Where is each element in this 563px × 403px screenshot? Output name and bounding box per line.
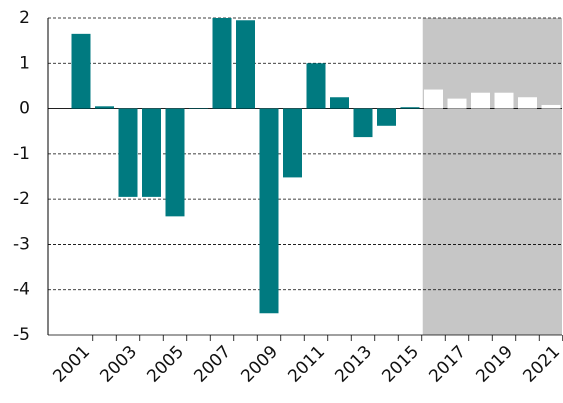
x-tick-label: 2013	[331, 342, 376, 387]
bar	[142, 108, 161, 197]
bar	[377, 108, 396, 126]
y-tick-label: -4	[13, 280, 30, 300]
bar	[471, 92, 490, 109]
bar	[71, 33, 91, 109]
bar	[330, 97, 349, 109]
x-tick-label: 2021	[519, 342, 563, 387]
x-tick-label: 2007	[190, 342, 235, 387]
bar	[212, 18, 232, 109]
x-tick-label: 2003	[96, 342, 141, 387]
bar	[541, 104, 561, 109]
bar	[424, 89, 443, 109]
bar	[518, 97, 537, 109]
bar	[353, 108, 373, 138]
y-tick-label: 2	[19, 8, 30, 28]
y-tick-label: -3	[13, 234, 30, 254]
y-tick-label: -1	[13, 144, 30, 164]
bar	[236, 20, 255, 109]
x-tick-label: 2009	[237, 342, 282, 387]
bar	[189, 108, 208, 109]
x-tick-label: 2017	[425, 342, 470, 387]
x-tick-label: 2005	[143, 342, 188, 387]
x-tick-label: 2019	[472, 342, 517, 387]
x-tick-label: 2001	[49, 342, 94, 387]
bar	[283, 108, 302, 178]
forecast-shade	[422, 18, 562, 335]
bar	[118, 108, 138, 197]
y-tick-label: 0	[19, 99, 30, 119]
bar	[306, 63, 326, 109]
x-tick-label: 2011	[284, 342, 329, 387]
y-tick-label: 1	[19, 53, 30, 73]
bar	[95, 106, 114, 109]
bar	[447, 98, 467, 109]
bar	[259, 108, 279, 314]
bar	[165, 108, 185, 217]
y-tick-label: -2	[13, 189, 30, 209]
bar	[494, 92, 514, 109]
y-tick-label: -5	[13, 325, 30, 345]
x-tick-label: 2015	[378, 342, 423, 387]
bar	[400, 107, 420, 109]
